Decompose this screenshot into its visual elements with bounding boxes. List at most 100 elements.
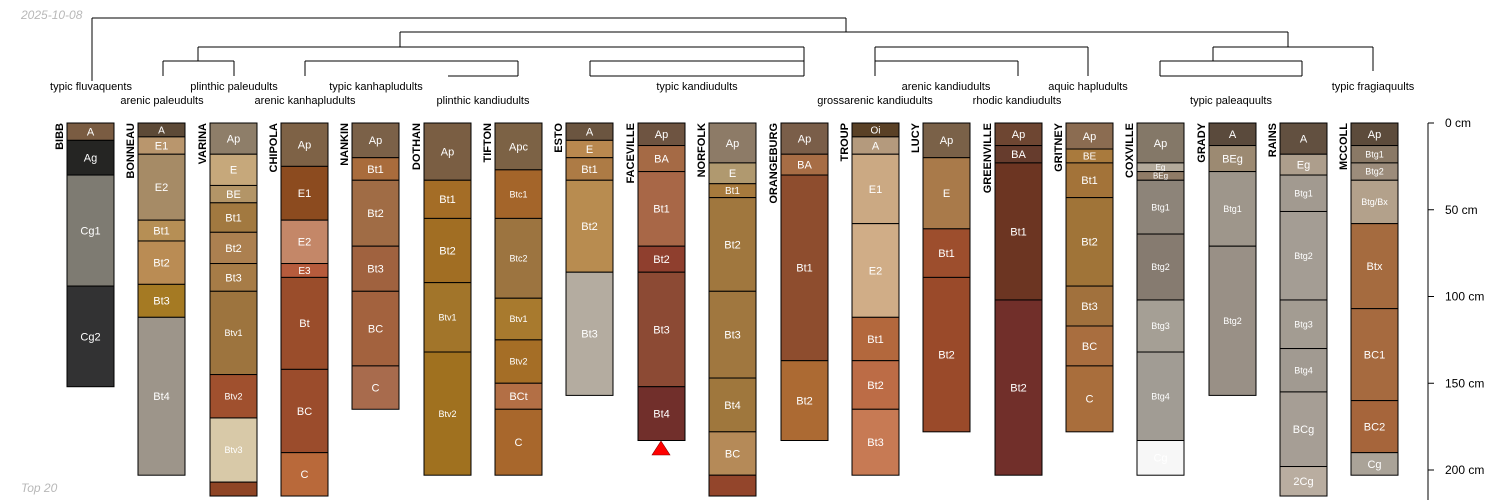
horizon: Btg2 [1350, 162, 1399, 181]
horizon-rect [1136, 122, 1185, 164]
horizon-rect [137, 316, 186, 476]
horizon: Bt2 [423, 217, 472, 284]
horizon-label: Bt2 [1010, 382, 1027, 394]
horizon: Cg1 [66, 174, 115, 287]
taxon-label: typic kandiudults [656, 81, 738, 93]
horizon: Apc [494, 122, 543, 171]
warning-triangle-icon [651, 440, 671, 456]
horizon: Bt1 [565, 157, 614, 181]
horizon: Btv2 [494, 339, 543, 384]
horizon-rect [494, 169, 543, 219]
horizon-label: Btg4 [1294, 365, 1313, 375]
horizon-label: Bt3 [867, 437, 884, 449]
horizon: C [280, 452, 329, 497]
horizon-label: BCt [509, 391, 527, 403]
horizon: Ap [280, 122, 329, 167]
horizon: Ap [780, 122, 829, 155]
horizon: Btg2 [1279, 210, 1328, 301]
horizon-rect [851, 153, 900, 225]
horizon-label: BC2 [1364, 421, 1385, 433]
dendrogram-branch [1212, 46, 1374, 71]
horizon: Btg2 [1136, 233, 1185, 301]
horizon-label: E1 [298, 188, 311, 200]
horizon-rect [780, 174, 829, 362]
horizon-label: Bt3 [225, 272, 242, 284]
taxon-label: plinthic paleudults [190, 81, 278, 93]
horizon: BE [209, 184, 258, 204]
horizon-label: Btg1 [1365, 149, 1384, 159]
horizon-label: E [586, 144, 593, 156]
profile-name: VARINA [197, 123, 209, 164]
horizon-rect [1208, 245, 1257, 396]
horizon-label: Ap [369, 135, 382, 147]
taxon-label: typic paleaquults [1190, 95, 1272, 107]
horizon-rect [1136, 233, 1185, 301]
profile-faceville: Ap BA Bt1 Bt2 Bt3 Bt4 FACEVILLE [625, 122, 686, 442]
horizon-label: Ap [940, 135, 953, 147]
horizon-label: Cg2 [80, 331, 100, 343]
horizon-label: E3 [298, 266, 311, 277]
horizon: Bt1 [351, 157, 400, 181]
horizon-rect [1279, 299, 1328, 350]
profile-name: TIFTON [482, 123, 494, 163]
axis-tick-label: 200 cm [1445, 463, 1484, 477]
horizon-label: BA [654, 153, 669, 165]
profile-bonneau: A E1 E2 Bt1 Bt2 Bt3 Bt4 BONNEAU [125, 122, 186, 476]
horizon-label: Bt2 [724, 239, 741, 251]
horizon-label: BEg [1222, 153, 1243, 165]
horizon-label: Btg4 [1151, 391, 1170, 401]
horizon: 2Cg [1279, 466, 1328, 497]
profile-name: NORFOLK [696, 123, 708, 177]
horizon-rect [280, 276, 329, 370]
horizon: Btg4 [1279, 348, 1328, 393]
horizon: Btv1 [423, 282, 472, 353]
horizon-label: E [230, 165, 237, 177]
horizon-label: Ap [798, 133, 811, 145]
horizon-label: Bt1 [796, 263, 813, 275]
horizon-rect [209, 263, 258, 292]
horizon-rect [66, 139, 115, 176]
horizon: A [851, 136, 900, 155]
horizon-rect [1065, 285, 1114, 327]
horizon-rect [423, 179, 472, 219]
horizon-rect [994, 299, 1043, 476]
horizon: BC [708, 431, 757, 476]
horizon: Ap [351, 122, 400, 159]
horizon-rect [780, 122, 829, 155]
horizon: C [1065, 365, 1114, 433]
profile-name: GRITNEY [1053, 122, 1065, 172]
horizon-rect [1279, 391, 1328, 468]
horizon: Btg2 [1208, 245, 1257, 396]
profile-bibb: A Ag Cg1 Cg2 BIBB [54, 122, 115, 388]
horizon-rect [494, 408, 543, 476]
horizon-label: Bt2 [439, 245, 456, 257]
horizon-rect [780, 360, 829, 442]
horizon-label: Bt3 [653, 324, 670, 336]
profile-chipola: Ap E1 E2 E3 Bt BC C CHIPOLA [268, 122, 329, 497]
horizon: Bt2 [922, 276, 971, 433]
horizon-rect [280, 122, 329, 167]
horizon-label: Bt1 [653, 204, 670, 216]
horizon-rect [423, 351, 472, 476]
horizon: Ap [637, 122, 686, 147]
horizon: Bt2 [637, 245, 686, 273]
horizon-label: Bt3 [367, 264, 384, 276]
profile-name: BIBB [54, 123, 66, 150]
axis-tick-label: 150 cm [1445, 376, 1484, 390]
horizon: BA [637, 145, 686, 173]
horizon-label: Apc [509, 141, 528, 153]
horizon: Bt3 [137, 283, 186, 318]
horizon-rect [708, 474, 757, 497]
horizon: Btx [1350, 223, 1399, 310]
profile-troup: Oi A E1 E2 Bt1 Bt2 Bt3 TROUP [839, 122, 900, 476]
profile-tifton: Apc Btc1 Btc2 Btv1 Btv2 BCt C TIFTON [482, 122, 543, 476]
horizon: Eg [1279, 153, 1328, 176]
horizon-rect [280, 452, 329, 497]
horizon-label: Btg1 [1151, 202, 1170, 212]
horizon-label: Ap [441, 146, 454, 158]
axis-tick-label: 100 cm [1445, 290, 1484, 304]
dendrogram-branch [874, 60, 1019, 76]
horizon-rect [637, 271, 686, 388]
horizon-label: Ap [1368, 129, 1381, 141]
